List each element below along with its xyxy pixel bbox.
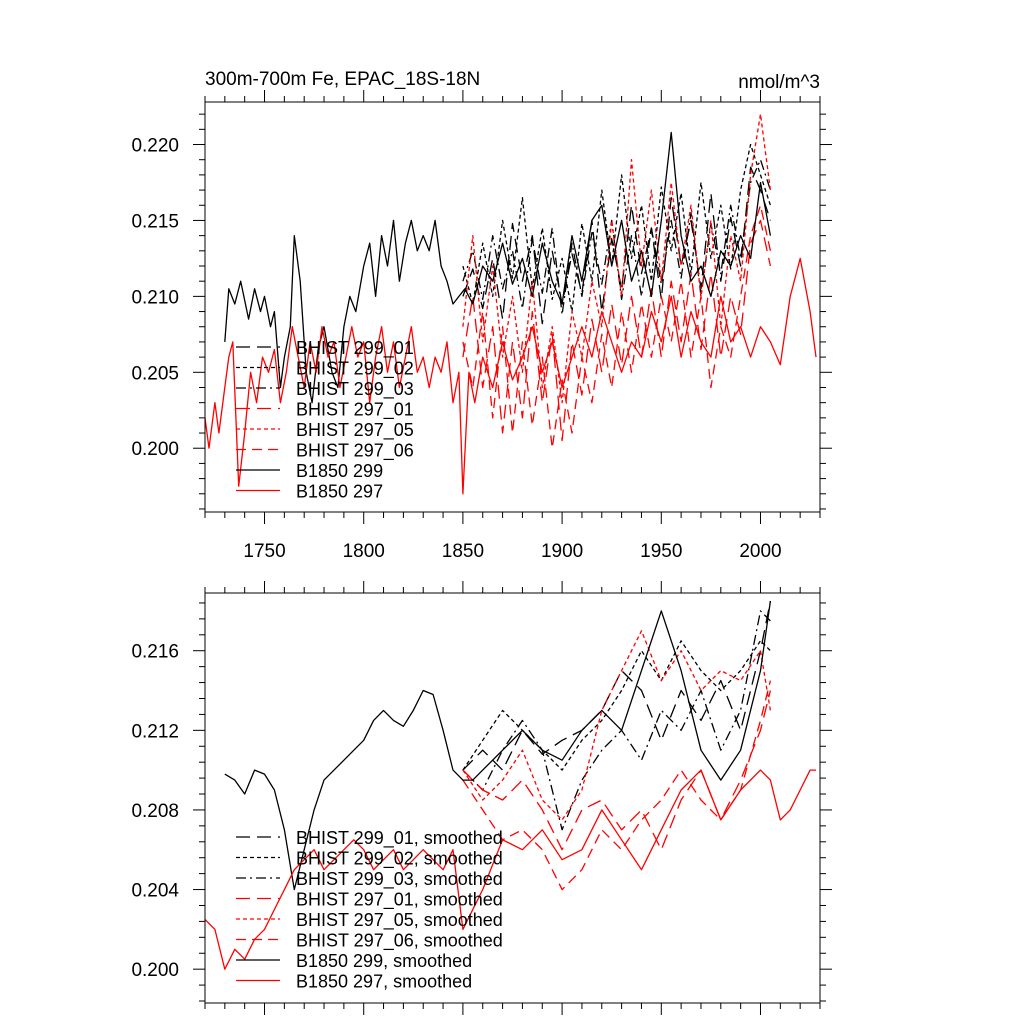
bottom-axis-ticks: 0.200 0.204 0.208 0.212 0.216 — [131, 581, 832, 1015]
top-axis-ticks: 1750 1800 1850 1900 1950 2000 0.200 0.205 0.210 0… — [131, 90, 832, 562]
legend-label-b1850-297-smoothed: B1850 297, smoothed — [296, 972, 472, 992]
y-tick-label: 0.208 — [131, 801, 179, 822]
legend-label-b1850-299: B1850 299 — [296, 461, 383, 481]
legend-label-bhist-299-03-smoothed: BHIST 299_03, smoothed — [296, 869, 503, 890]
top-plot-frame — [204, 101, 821, 513]
top-chart-units: nmol/m^3 — [738, 72, 820, 93]
legend-label-bhist-297-05-smoothed: BHIST 297_05, smoothed — [296, 910, 503, 931]
bottom-panel: 0.200 0.204 0.208 0.212 0.216 BHIST 299_01, … — [131, 581, 832, 1015]
top-chart-title: 300m-700m Fe, EPAC_18S-18N — [205, 69, 480, 90]
series-line-bhist-299-03 — [462, 159, 772, 316]
y-tick-label: 0.216 — [131, 642, 179, 663]
series-line-bhist-299-03-smoothed — [462, 610, 771, 831]
series-line-b1850-297-smoothed — [205, 769, 816, 970]
legend-label-bhist-297-01: BHIST 297_01 — [296, 400, 414, 421]
top-series-layer — [205, 113, 817, 495]
series-line-bhist-297-06 — [462, 204, 772, 449]
legend-label-bhist-297-01-smoothed: BHIST 297_01, smoothed — [296, 890, 503, 911]
series-line-bhist-297-06-smoothed — [462, 680, 772, 891]
series-line-b1850-297 — [205, 257, 817, 495]
legend-label-bhist-299-02-smoothed: BHIST 299_02, smoothed — [296, 849, 503, 870]
legend-label-bhist-297-06-smoothed: BHIST 297_06, smoothed — [296, 931, 503, 952]
top-panel: 300m-700m Fe, EPAC_18S-18N nmol/m^3 1750… — [131, 69, 832, 562]
legend-label-b1850-297: B1850 297 — [296, 482, 383, 502]
x-tick-label: 1850 — [442, 541, 484, 562]
legend-label-bhist-299-03: BHIST 299_03 — [296, 379, 414, 400]
series-line-bhist-299-02-smoothed — [462, 640, 771, 771]
legend-label-bhist-299-01-smoothed: BHIST 299_01, smoothed — [296, 828, 503, 849]
series-line-bhist-297-01 — [462, 219, 772, 442]
y-tick-label: 0.204 — [131, 881, 179, 902]
y-tick-label: 0.205 — [131, 363, 179, 384]
bottom-series-layer — [205, 600, 816, 970]
x-tick-label: 1950 — [640, 541, 682, 562]
y-tick-label: 0.212 — [131, 721, 179, 742]
series-line-bhist-297-05-smoothed — [462, 630, 772, 821]
legend-label-b1850-299-smoothed: B1850 299, smoothed — [296, 951, 472, 971]
series-line-bhist-297-01-smoothed — [462, 690, 772, 851]
y-tick-label: 0.220 — [131, 136, 179, 157]
x-tick-label: 2000 — [739, 541, 781, 562]
x-tick-label: 1800 — [343, 541, 385, 562]
x-tick-label: 1750 — [243, 541, 285, 562]
y-tick-label: 0.215 — [131, 211, 179, 232]
series-line-bhist-299-01-smoothed — [462, 600, 772, 771]
y-tick-label: 0.210 — [131, 287, 179, 308]
y-tick-label: 0.200 — [131, 960, 179, 981]
series-line-b1850-299-smoothed — [224, 600, 772, 891]
series-line-b1850-299 — [224, 131, 772, 404]
x-tick-label: 1900 — [541, 541, 583, 562]
legend-label-bhist-299-01: BHIST 299_01 — [296, 338, 414, 359]
bottom-plot-frame — [204, 592, 821, 1004]
legend-label-bhist-297-05: BHIST 297_05 — [296, 420, 414, 441]
series-line-bhist-299-02 — [462, 143, 772, 313]
y-tick-label: 0.200 — [131, 439, 179, 460]
legend-label-bhist-299-02: BHIST 299_02 — [296, 359, 414, 380]
legend-label-bhist-297-06: BHIST 297_06 — [296, 441, 414, 462]
